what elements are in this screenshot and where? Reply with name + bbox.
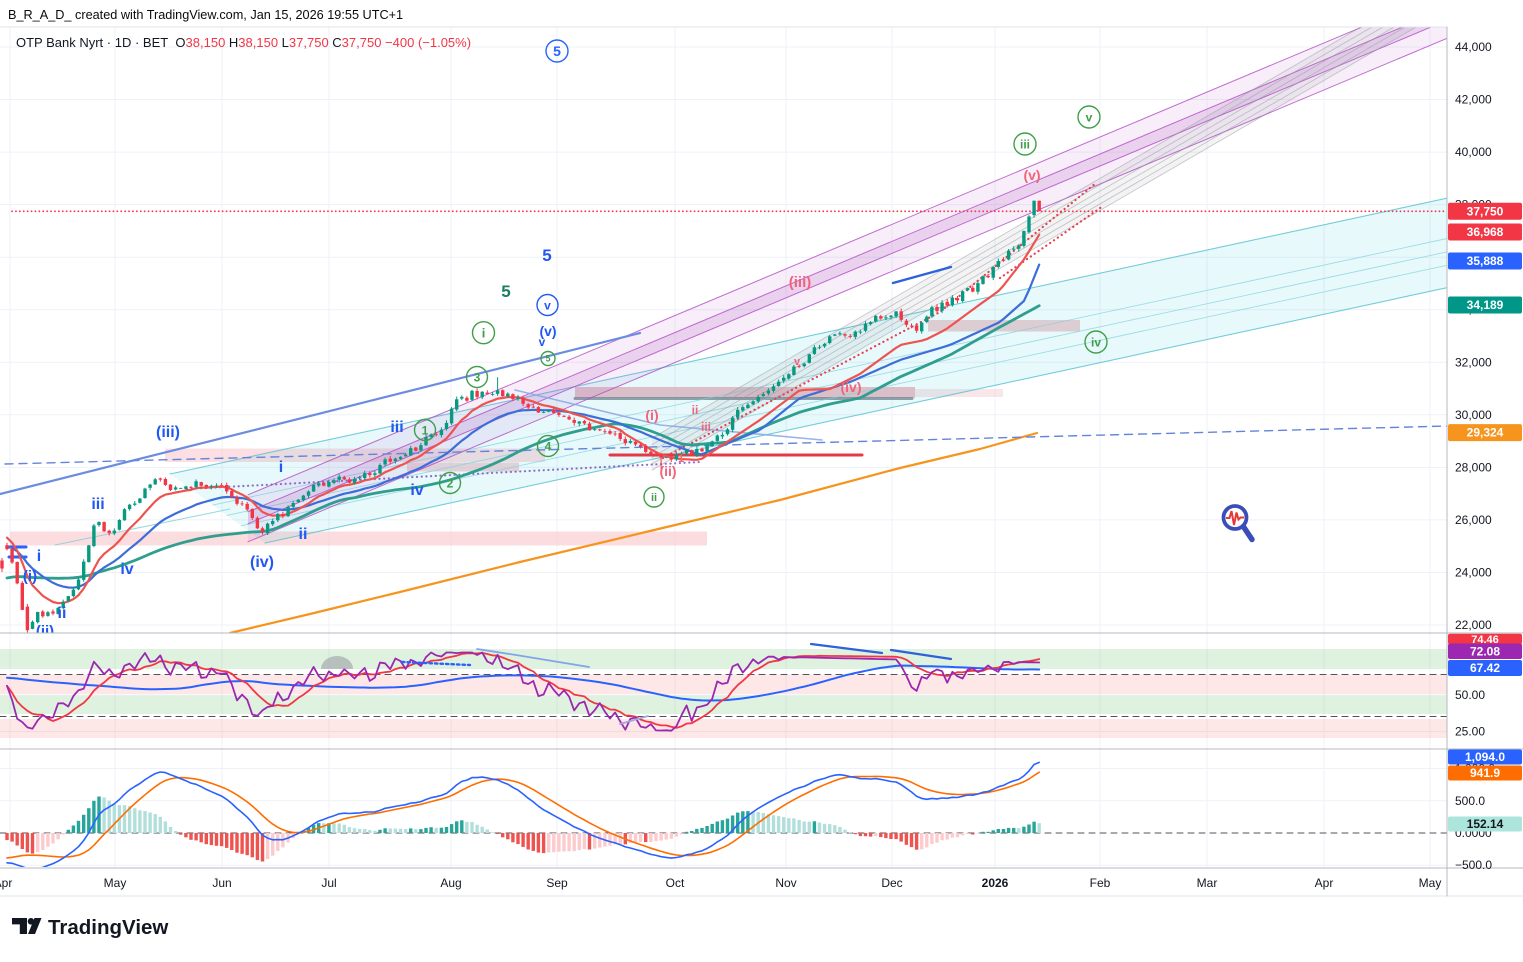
svg-text:Jun: Jun — [212, 876, 231, 890]
svg-text:i: i — [37, 548, 41, 565]
svg-text:42,000: 42,000 — [1455, 93, 1492, 107]
svg-text:iii: iii — [1020, 137, 1030, 151]
svg-text:ii: ii — [299, 526, 308, 543]
svg-text:(ii): (ii) — [659, 463, 676, 479]
svg-text:Dec: Dec — [881, 876, 902, 890]
svg-text:24,000: 24,000 — [1455, 566, 1492, 580]
svg-text:May: May — [1419, 876, 1442, 890]
svg-text:OTP Bank Nyrt · 1D · BET O38,: OTP Bank Nyrt · 1D · BET O38,150 H38,150… — [16, 35, 471, 50]
svg-text:May: May — [104, 876, 127, 890]
svg-text:1: 1 — [422, 423, 429, 437]
svg-text:2026: 2026 — [982, 876, 1009, 890]
svg-text:iv: iv — [1091, 335, 1101, 349]
svg-text:Feb: Feb — [1090, 876, 1111, 890]
svg-text:37,750: 37,750 — [1467, 204, 1504, 218]
svg-text:v: v — [1086, 110, 1093, 124]
svg-text:iii: iii — [91, 496, 104, 513]
svg-text:25.00: 25.00 — [1455, 725, 1485, 739]
svg-text:5: 5 — [545, 354, 550, 364]
svg-text:1: 1 — [678, 453, 684, 465]
svg-text:28,000: 28,000 — [1455, 460, 1492, 474]
svg-text:74.46: 74.46 — [1471, 634, 1499, 646]
svg-text:152.14: 152.14 — [1467, 817, 1504, 831]
svg-text:(v): (v) — [539, 323, 556, 339]
svg-text:22,000: 22,000 — [1455, 618, 1492, 632]
svg-text:(iii): (iii) — [789, 274, 812, 291]
svg-text:29,324: 29,324 — [1467, 426, 1504, 440]
svg-text:5: 5 — [553, 43, 561, 59]
svg-text:4: 4 — [545, 439, 552, 453]
svg-text:(iv): (iv) — [841, 379, 862, 395]
svg-text:iii: iii — [390, 419, 403, 436]
svg-text:ii: ii — [651, 492, 657, 504]
svg-text:Mar: Mar — [1197, 876, 1218, 890]
svg-text:(iii): (iii) — [156, 424, 180, 441]
svg-text:1,094.0: 1,094.0 — [1465, 750, 1505, 764]
svg-text:(v): (v) — [1023, 167, 1040, 183]
svg-text:34,189: 34,189 — [1467, 298, 1504, 312]
svg-text:Nov: Nov — [775, 876, 796, 890]
svg-text:30,000: 30,000 — [1455, 408, 1492, 422]
svg-text:Jul: Jul — [321, 876, 336, 890]
svg-text:ii: ii — [692, 403, 699, 417]
svg-text:32,000: 32,000 — [1455, 355, 1492, 369]
svg-text:5: 5 — [542, 246, 551, 265]
svg-text:Sep: Sep — [546, 876, 568, 890]
svg-text:2: 2 — [447, 476, 454, 490]
svg-text:B_R_A_D_ created with TradingV: B_R_A_D_ created with TradingView.com, J… — [8, 8, 403, 22]
svg-text:−500.0: −500.0 — [1455, 858, 1492, 872]
svg-text:35,888: 35,888 — [1467, 254, 1504, 268]
svg-text:36,968: 36,968 — [1467, 225, 1504, 239]
svg-text:i: i — [279, 459, 283, 476]
svg-text:(i): (i) — [645, 407, 658, 423]
svg-text:941.9: 941.9 — [1470, 766, 1500, 780]
svg-text:Oct: Oct — [666, 876, 685, 890]
svg-text:5: 5 — [501, 282, 510, 301]
svg-text:3: 3 — [474, 370, 481, 384]
svg-text:v: v — [794, 356, 801, 368]
svg-text:i: i — [482, 325, 486, 340]
svg-text:(ii): (ii) — [36, 623, 54, 640]
svg-text:Apr: Apr — [1315, 876, 1334, 890]
svg-text:40,000: 40,000 — [1455, 145, 1492, 159]
svg-text:v: v — [539, 335, 546, 349]
svg-text:44,000: 44,000 — [1455, 40, 1492, 54]
svg-text:500.0: 500.0 — [1455, 794, 1485, 808]
svg-text:Aug: Aug — [440, 876, 461, 890]
svg-text:Apr: Apr — [0, 876, 12, 890]
svg-text:ii: ii — [58, 605, 67, 622]
svg-text:(i): (i) — [23, 568, 37, 585]
svg-text:(iv): (iv) — [250, 554, 274, 571]
svg-text:iv: iv — [120, 561, 133, 578]
svg-text:67.42: 67.42 — [1470, 661, 1500, 675]
svg-text:TradingView: TradingView — [48, 916, 168, 939]
svg-text:iii: iii — [701, 420, 711, 434]
svg-text:v: v — [544, 298, 551, 312]
svg-text:72.08: 72.08 — [1470, 644, 1500, 658]
svg-text:50.00: 50.00 — [1455, 688, 1485, 702]
svg-text:26,000: 26,000 — [1455, 513, 1492, 527]
svg-text:iv: iv — [410, 482, 423, 499]
